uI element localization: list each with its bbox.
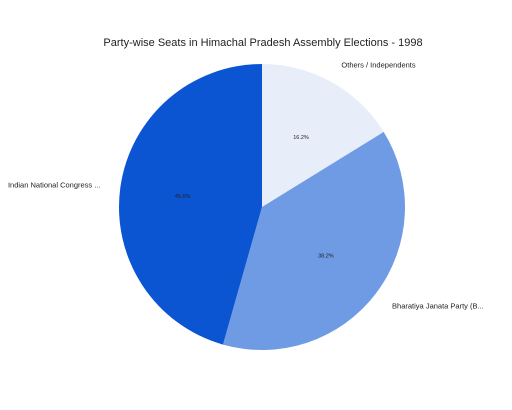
pie-slice-1 — [222, 131, 405, 350]
pie-slice-2 — [119, 64, 262, 345]
pie-slice-percent-2: 45.6% — [175, 194, 191, 200]
pie-slice-label-1: Bharatiya Janata Party (B... — [392, 301, 484, 310]
pie-slice-label-0: Others / Independents — [341, 61, 415, 70]
pie-slice-percent-1: 38.2% — [318, 253, 334, 259]
pie-slice-percent-0: 16.2% — [293, 135, 309, 141]
pie-slices — [119, 64, 405, 350]
pie-slice-label-2: Indian National Congress ... — [8, 181, 101, 190]
pie-slice-0 — [262, 64, 384, 207]
chart-title: Party-wise Seats in Himachal Pradesh Ass… — [103, 37, 422, 49]
pie-labels: 16.2% Others / Independents 38.2% Bharatiya… — [8, 61, 484, 311]
